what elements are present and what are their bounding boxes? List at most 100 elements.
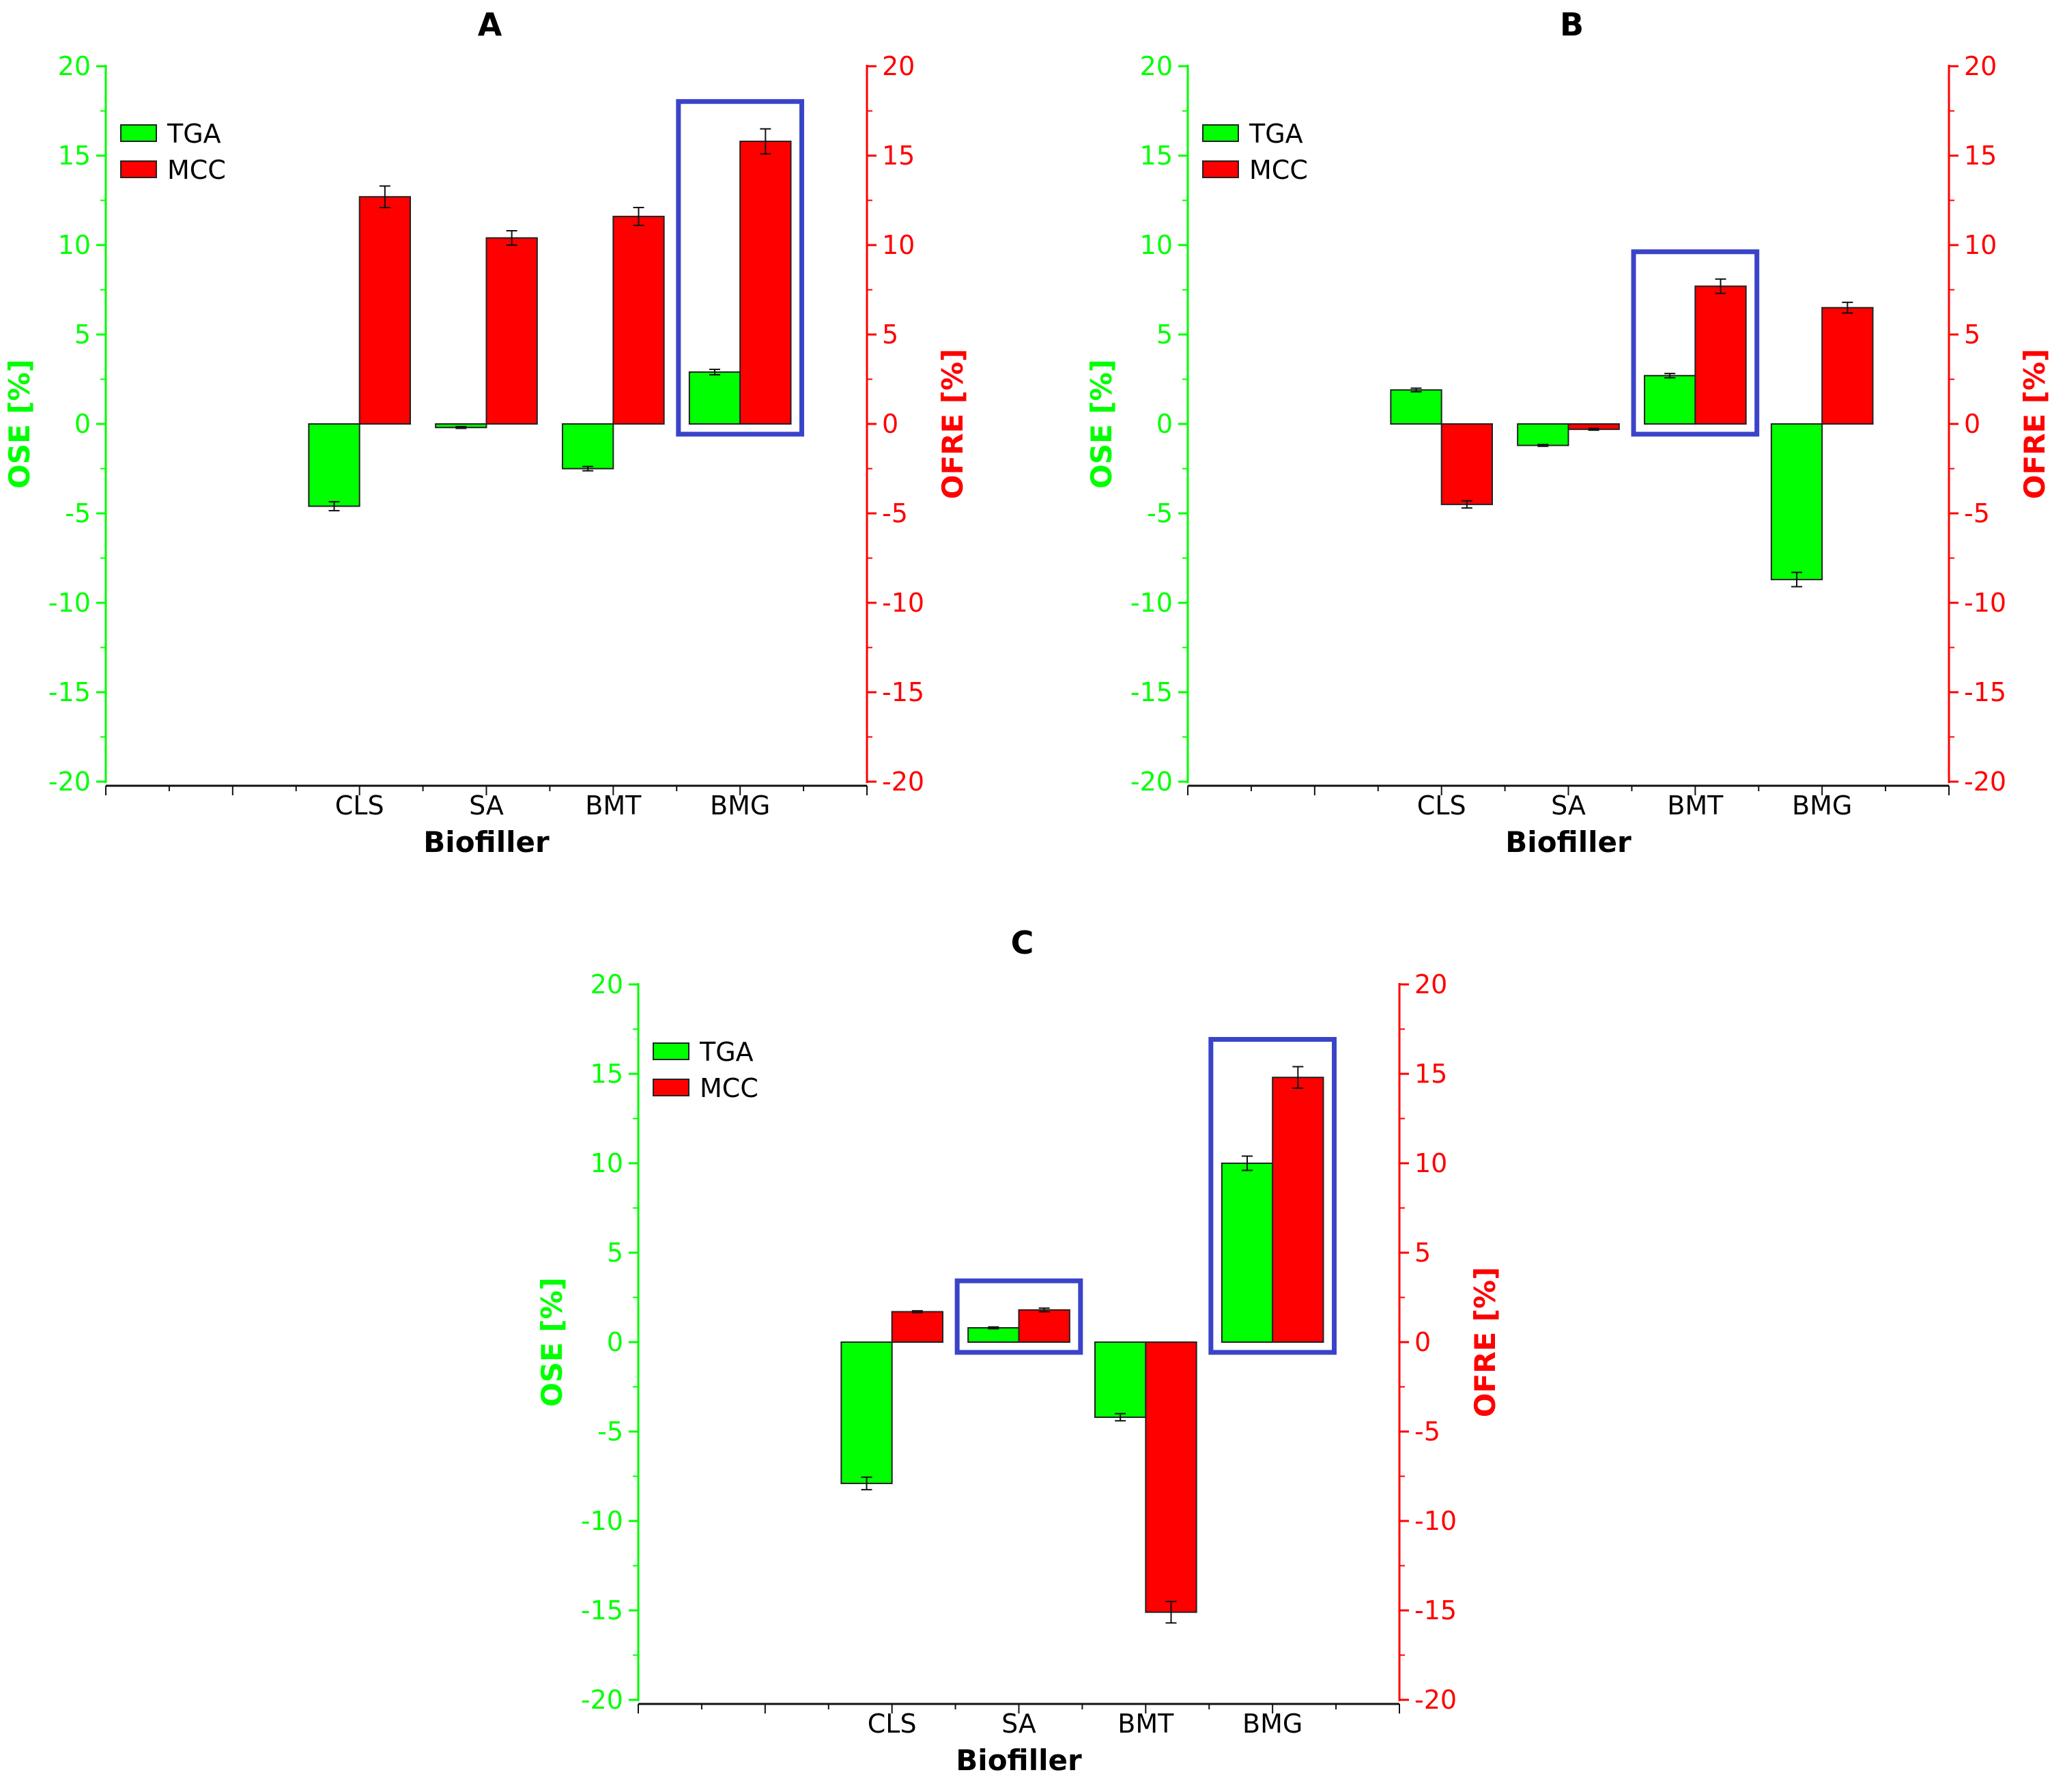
- legend-label-tga: TGA: [1249, 119, 1303, 149]
- right-tick-label: 0: [882, 409, 898, 439]
- left-tick-label: -5: [1147, 498, 1173, 528]
- bar-tga-bmt: [562, 423, 614, 470]
- right-tick-label: 5: [1964, 319, 1980, 350]
- bar-tga-bmt: [1094, 1341, 1147, 1419]
- legend-label-tga: TGA: [699, 1037, 754, 1067]
- left-tick-label: -15: [48, 677, 91, 707]
- x-tick-label-bmt: BMT: [1117, 1709, 1174, 1739]
- right-tick-label: 5: [1414, 1238, 1431, 1268]
- left-tick-label: -5: [65, 498, 91, 528]
- right-tick-label: -20: [882, 767, 924, 797]
- panel-c: C 20 20 15 15 10 10 5 5 0 0 -5 -5 -10 -10 -15 -15 -20 -20 O…: [535, 924, 1502, 1777]
- left-tick-label: 5: [1156, 319, 1173, 350]
- bar-mcc-cls: [358, 196, 412, 425]
- x-tick-label-bmg: BMG: [1242, 1709, 1302, 1739]
- right-tick-label: 0: [1414, 1327, 1431, 1357]
- bar-tga-bmg: [1221, 1163, 1274, 1343]
- left-tick-label: 20: [590, 969, 623, 999]
- legend-label-mcc: MCC: [700, 1073, 758, 1103]
- right-tick-label: 10: [1964, 230, 1997, 260]
- highlight-box-bmg: [676, 99, 804, 437]
- right-tick-label: -15: [1964, 677, 2006, 707]
- y-axis-label-right: OFRE [%]: [1468, 1267, 1502, 1418]
- right-tick-label: 20: [882, 51, 915, 81]
- bar-mcc-bmg: [739, 141, 792, 425]
- right-tick-label: 5: [882, 319, 898, 350]
- left-tick-label: -10: [581, 1506, 623, 1536]
- right-tick-label: 20: [1964, 51, 1997, 81]
- left-tick-label: 15: [1140, 141, 1173, 171]
- legend-swatch-mcc: [1202, 160, 1239, 178]
- x-tick-label-sa: SA: [1001, 1709, 1036, 1739]
- left-tick-label: 20: [1140, 51, 1173, 81]
- y-axis-label-left: OSE [%]: [535, 1277, 569, 1407]
- bar-tga-cls: [308, 423, 360, 507]
- y-axis-label-left: OSE [%]: [1085, 359, 1118, 489]
- right-tick-label: 15: [1414, 1059, 1447, 1089]
- y-axis-label-right: OFRE [%]: [2018, 349, 2051, 500]
- highlight-box-bmt: [1631, 249, 1760, 437]
- bar-mcc-bmg: [1821, 307, 1874, 425]
- left-tick-label: 15: [58, 141, 91, 171]
- bar-mcc-bmt: [1694, 285, 1747, 425]
- right-tick-label: -10: [1414, 1506, 1457, 1536]
- left-tick-label: -20: [581, 1685, 623, 1715]
- x-tick-label-bmg: BMG: [1792, 791, 1852, 821]
- right-tick-label: 15: [882, 141, 915, 171]
- bar-mcc-cls: [1440, 423, 1494, 505]
- right-tick-label: 10: [882, 230, 915, 260]
- bar-mcc-cls: [891, 1311, 943, 1343]
- left-tick-label: -15: [1130, 677, 1173, 707]
- left-tick-label: 5: [607, 1238, 623, 1268]
- right-tick-label: 15: [1964, 141, 1997, 171]
- legend-swatch-tga: [120, 124, 157, 142]
- left-tick-label: -10: [1130, 588, 1173, 618]
- left-tick-label: 0: [607, 1327, 623, 1357]
- chart-title: A: [478, 6, 502, 43]
- right-tick-label: 0: [1964, 409, 1980, 439]
- bar-tga-bmt: [1644, 375, 1696, 425]
- right-tick-label: -15: [882, 677, 924, 707]
- right-tick-label: -20: [1964, 767, 2006, 797]
- bar-tga-sa: [967, 1327, 1020, 1343]
- left-tick-label: 10: [1140, 230, 1173, 260]
- bar-mcc-sa: [1018, 1309, 1070, 1343]
- right-tick-label: -10: [882, 588, 924, 618]
- y-axis-label-left: OSE [%]: [3, 359, 36, 489]
- x-tick-label-sa: SA: [469, 791, 504, 821]
- x-tick-label-bmt: BMT: [585, 791, 642, 821]
- highlight-box-sa: [954, 1278, 1083, 1355]
- bar-mcc-bmg: [1272, 1077, 1324, 1343]
- x-tick-label-sa: SA: [1551, 791, 1586, 821]
- bar-tga-cls: [840, 1341, 893, 1484]
- left-tick-label: 0: [1156, 409, 1173, 439]
- right-tick-label: -20: [1414, 1685, 1457, 1715]
- bar-tga-sa: [1517, 423, 1569, 446]
- highlight-box-bmg: [1208, 1037, 1337, 1355]
- legend-label-mcc: MCC: [167, 155, 226, 185]
- left-tick-label: -20: [48, 767, 91, 797]
- right-tick-label: -5: [882, 498, 908, 528]
- bar-tga-cls: [1390, 389, 1442, 425]
- right-tick-label: 20: [1414, 969, 1447, 999]
- legend-swatch-mcc: [653, 1079, 689, 1096]
- legend-label-mcc: MCC: [1249, 155, 1308, 185]
- x-tick-label-cls: CLS: [868, 1709, 917, 1739]
- x-axis-label: Biofiller: [423, 825, 550, 859]
- left-tick-label: 10: [590, 1148, 623, 1178]
- bar-mcc-sa: [485, 237, 538, 425]
- left-tick-label: 5: [74, 319, 91, 350]
- chart-title: C: [1011, 924, 1034, 961]
- left-tick-label: 0: [74, 409, 91, 439]
- bar-tga-bmg: [688, 371, 741, 425]
- right-tick-label: -5: [1414, 1417, 1440, 1447]
- right-tick-label: -10: [1964, 588, 2006, 618]
- panel-a: A 20 20 15 15 10 10 5 5 0 0 -5 -5 -10 -10 -15 -15 -20 -20 O…: [3, 6, 969, 859]
- x-axis-label: Biofiller: [956, 1744, 1082, 1777]
- left-tick-label: -15: [581, 1595, 623, 1625]
- left-tick-label: 20: [58, 51, 91, 81]
- left-tick-label: 15: [590, 1059, 623, 1089]
- right-tick-label: -5: [1964, 498, 1990, 528]
- panel-b: B 20 20 15 15 10 10 5 5 0 0 -5 -5 -10 -10 -15 -15 -20 -20 O…: [1085, 6, 2051, 859]
